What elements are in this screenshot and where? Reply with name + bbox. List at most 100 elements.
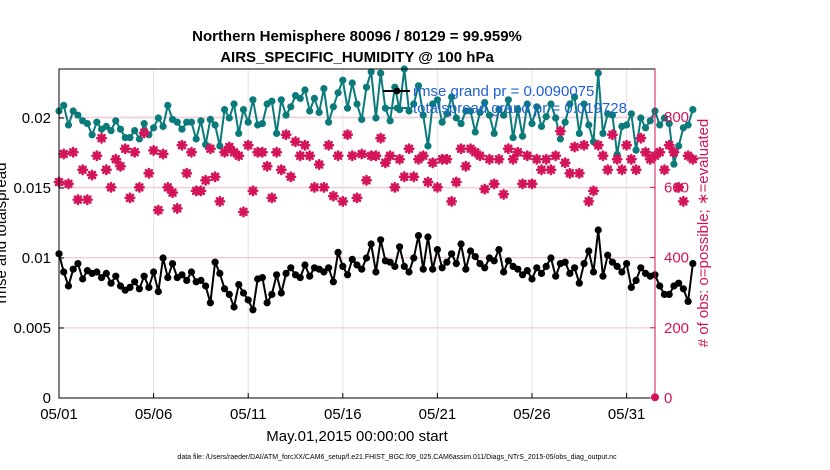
obs-evaluated-point (91, 150, 103, 162)
totalspread-point (514, 106, 522, 114)
rmse-point (386, 258, 394, 266)
obs-evaluated-point (266, 192, 278, 204)
rmse-point (126, 283, 134, 291)
obs-evaluated-point (545, 164, 557, 176)
totalspread-point (69, 107, 77, 115)
rmse-point (594, 226, 602, 234)
x-tick-label: 05/21 (419, 406, 457, 423)
rmse-point (306, 272, 314, 280)
totalspread-point (547, 100, 555, 108)
series-rmse (55, 226, 697, 314)
totalspread-point (220, 106, 229, 114)
obs-evaluated-point (616, 164, 628, 176)
totalspread-point (670, 160, 678, 168)
totalspread-point (112, 117, 120, 125)
rmse-point (268, 290, 276, 298)
obs-evaluated-point (441, 153, 453, 165)
obs-evaluated-point (313, 159, 325, 171)
totalspread-point (377, 69, 385, 77)
y-tick-label-right: 0 (664, 390, 672, 407)
totalspread-point (230, 100, 238, 108)
rmse-point (334, 248, 342, 256)
obs-evaluated-point (129, 146, 141, 158)
obs-evaluated-point (455, 143, 467, 155)
totalspread-point (353, 100, 361, 108)
obs-evaluated-point (493, 153, 505, 165)
rmse-point (608, 258, 617, 266)
obs-evaluated-point (398, 171, 410, 183)
obs-evaluated-point (171, 202, 183, 214)
totalspread-point (500, 111, 508, 119)
totalspread-point (235, 129, 243, 137)
rmse-point (301, 261, 309, 269)
totalspread-point (362, 83, 371, 91)
totalspread-point (225, 114, 233, 122)
rmse-point (627, 283, 635, 291)
totalspread-point (646, 117, 654, 125)
totalspread-point (566, 100, 574, 108)
chart-title: Northern Hemisphere 80096 / 80129 = 99.9… (192, 28, 522, 45)
series-obs-evaluated (53, 125, 699, 218)
obs-evaluated-point (635, 132, 647, 144)
y-tick-label-left: 0.01 (22, 250, 51, 267)
obs-evaluated-point (304, 150, 316, 162)
obs-evaluated-point (110, 153, 122, 165)
obs-evaluated-point (285, 171, 297, 183)
totalspread-point (339, 76, 347, 84)
obs-evaluated-point (299, 139, 311, 151)
obs-evaluated-point (105, 181, 117, 193)
obs-evaluated-point (588, 185, 600, 197)
totalspread-point (410, 100, 418, 108)
totalspread-point (466, 107, 475, 115)
rmse-point (462, 265, 470, 273)
x-tick-label: 05/11 (230, 406, 266, 423)
totalspread-point (277, 96, 285, 104)
obs-evaluated-point (204, 143, 216, 155)
rmse-point (150, 268, 158, 276)
obs-evaluated-point (233, 150, 245, 162)
x-tick-label: 05/01 (40, 406, 78, 423)
obs-evaluated-point (597, 150, 609, 162)
obs-evaluated-point (275, 164, 287, 176)
obs-evaluated-point (512, 146, 524, 158)
y-tick-label-left: 0.005 (13, 320, 51, 337)
totalspread-point (74, 111, 82, 119)
obs-evaluated-point (583, 195, 595, 207)
obs-evaluated-point (550, 150, 562, 162)
obs-evaluated-point (507, 153, 519, 165)
rmse-point (178, 271, 186, 279)
rmse-point (202, 282, 210, 290)
rmse-point (348, 255, 356, 263)
rmse-point (589, 268, 598, 276)
obs-evaluated-point (602, 164, 614, 176)
rmse-point (623, 260, 631, 268)
totalspread-point (457, 120, 465, 128)
rmse-point (500, 268, 508, 276)
rmse-point (675, 279, 683, 287)
y-axis-left-ticks: 0 0.005 0.01 0.015 0.02 (13, 110, 64, 407)
obs-evaluated-point (673, 181, 685, 193)
totalspread-point (585, 121, 593, 129)
rmse-point (570, 264, 579, 272)
obs-evaluated-point (209, 171, 221, 183)
obs-evaluated-point (554, 125, 566, 137)
legend-rmse-marker (393, 87, 401, 95)
totalspread-point (429, 100, 437, 108)
rmse-point (656, 282, 664, 290)
obs-evaluated-point (271, 146, 283, 158)
obs-evaluated-point (578, 139, 590, 151)
obs-evaluated-point (521, 150, 533, 162)
rmse-point (263, 299, 271, 307)
totalspread-point (93, 118, 101, 126)
rmse-point (632, 276, 640, 284)
totalspread-point (244, 118, 252, 126)
totalspread-point (310, 94, 319, 102)
y-tick-label-left: 0 (43, 390, 51, 407)
obs-evaluated-point (569, 141, 581, 153)
obs-evaluated-point (502, 143, 514, 155)
rmse-point (518, 271, 527, 279)
y-tick-label-right: 600 (664, 179, 689, 196)
totalspread-point (552, 114, 560, 122)
obs-evaluated-point (280, 129, 292, 141)
rmse-point (495, 246, 503, 254)
